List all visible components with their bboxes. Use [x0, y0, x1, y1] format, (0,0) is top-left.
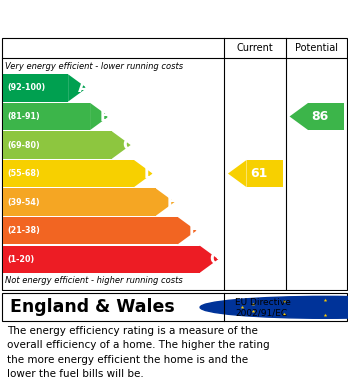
Text: C: C [122, 138, 133, 152]
Text: (81-91): (81-91) [7, 112, 40, 121]
Bar [3, 188, 156, 216]
Text: B: B [100, 109, 112, 124]
Text: D: D [143, 166, 156, 181]
Text: (39-54): (39-54) [7, 197, 40, 206]
Text: F: F [188, 223, 199, 238]
Text: Very energy efficient - lower running costs: Very energy efficient - lower running co… [5, 61, 183, 70]
Text: E: E [166, 195, 177, 210]
Text: 86: 86 [311, 110, 329, 123]
Polygon shape [90, 103, 109, 130]
Bar [3, 246, 200, 273]
Bar [3, 217, 178, 244]
Text: (69-80): (69-80) [7, 140, 40, 149]
Text: (55-68): (55-68) [7, 169, 40, 178]
Text: (21-38): (21-38) [7, 226, 40, 235]
Polygon shape [290, 103, 308, 130]
Polygon shape [68, 74, 87, 102]
Circle shape [200, 296, 348, 318]
Bar [3, 74, 68, 102]
Polygon shape [200, 246, 218, 273]
Text: 61: 61 [250, 167, 267, 180]
Text: A: A [78, 81, 90, 95]
Bar [308, 103, 344, 130]
Polygon shape [228, 160, 247, 187]
Text: G: G [209, 252, 222, 267]
Bar [247, 160, 283, 187]
Bar [3, 160, 134, 187]
Text: (92-100): (92-100) [7, 83, 45, 92]
Text: Not energy efficient - higher running costs: Not energy efficient - higher running co… [5, 276, 183, 285]
Text: Current: Current [237, 43, 274, 53]
Bar [3, 131, 112, 159]
Text: England & Wales: England & Wales [10, 298, 175, 316]
Polygon shape [112, 131, 130, 159]
Text: 2002/91/EC: 2002/91/EC [235, 308, 287, 317]
Text: EU Directive: EU Directive [235, 298, 291, 307]
Polygon shape [156, 188, 174, 216]
Polygon shape [178, 217, 196, 244]
Polygon shape [134, 160, 152, 187]
Text: The energy efficiency rating is a measure of the
overall efficiency of a home. T: The energy efficiency rating is a measur… [7, 326, 270, 379]
Bar [3, 103, 90, 130]
Text: Potential: Potential [295, 43, 338, 53]
Text: Energy Efficiency Rating: Energy Efficiency Rating [10, 12, 232, 27]
Text: (1-20): (1-20) [7, 255, 34, 264]
